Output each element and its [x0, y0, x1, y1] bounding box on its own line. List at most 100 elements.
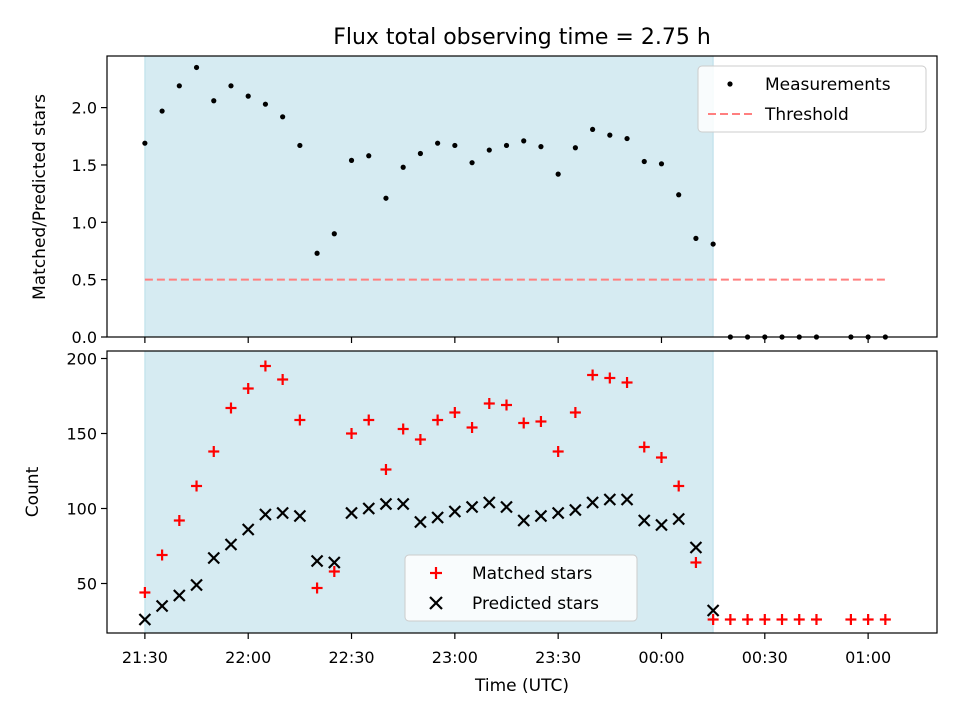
predicted-star-mark — [328, 556, 341, 569]
matched-star-point — [690, 557, 702, 568]
measurement-point — [624, 135, 630, 142]
predicted-star-mark — [689, 541, 703, 554]
bottom-axes-frame — [106, 350, 938, 634]
matched-star-point — [483, 398, 495, 409]
matched-star-point — [552, 446, 564, 457]
bottom-y-axis-label: Count — [23, 466, 43, 517]
matched-star-point — [208, 446, 220, 457]
predicted-star-mark — [672, 512, 685, 526]
predicted-star-point — [345, 506, 358, 520]
matched-star-point — [449, 407, 461, 418]
predicted-star-point — [207, 551, 221, 565]
matched-star-point — [810, 614, 822, 625]
matched-star-point — [311, 582, 323, 594]
x-tick-label: 21:30 — [122, 648, 168, 667]
predicted-star-mark — [483, 496, 496, 509]
predicted-star-point — [173, 589, 186, 602]
measurement-point — [211, 98, 217, 104]
legend-predicted-label: Predicted stars — [472, 594, 599, 614]
predicted-star-point — [534, 509, 548, 523]
predicted-star-mark — [569, 503, 582, 517]
legend-measurements-label: Measurements — [765, 75, 891, 95]
x-tick-label: 22:00 — [225, 648, 271, 667]
predicted-star-point — [551, 506, 565, 520]
predicted-star-point — [465, 500, 479, 514]
measurement-point — [314, 250, 320, 256]
predicted-star-mark — [155, 599, 169, 613]
measurement-point — [658, 161, 665, 167]
matched-star-point — [518, 417, 530, 429]
predicted-star-point — [190, 578, 203, 592]
matched-star-point — [776, 614, 788, 625]
measurement-point — [469, 160, 475, 166]
bottom-panel: 50 100 150 200 21:30 22:00 22:30 23:00 23:30 00:0… — [23, 350, 938, 696]
predicted-star-point — [706, 604, 720, 617]
predicted-star-point — [500, 500, 513, 514]
predicted-star-mark — [448, 505, 462, 518]
predicted-star-mark — [241, 523, 255, 536]
predicted-star-mark — [396, 497, 410, 511]
matched-star-point — [879, 614, 891, 625]
bottom-legend: Matched stars Predicted stars — [404, 554, 638, 622]
predicted-star-mark — [431, 511, 444, 524]
top-panel: 0.00.51.01.52.0 Matched/Predicted stars … — [30, 55, 938, 347]
matched-star-point — [363, 414, 375, 426]
predicted-star-point — [620, 493, 634, 506]
predicted-star-mark — [655, 518, 668, 532]
predicted-star-mark — [517, 514, 530, 527]
top-y-axis-label: Matched/Predicted stars — [30, 94, 50, 300]
predicted-star-point — [293, 509, 307, 523]
predicted-star-mark — [276, 506, 289, 520]
predicted-star-mark — [379, 497, 393, 511]
matched-star-point — [707, 614, 719, 625]
measurement-point — [486, 147, 492, 153]
measurement-point — [521, 138, 527, 144]
predicted-star-point — [569, 503, 582, 517]
predicted-star-point — [517, 514, 530, 527]
x-tick-label: 01:00 — [845, 648, 891, 667]
bottom-y-tick-label: 200 — [66, 350, 97, 369]
matched-star-point — [432, 414, 444, 426]
top-legend: Measurements Threshold — [697, 65, 927, 133]
measurement-point — [142, 140, 148, 146]
predicted-star-mark — [534, 509, 548, 523]
matched-star-point — [673, 480, 685, 492]
measurement-point — [503, 142, 510, 149]
predicted-star-point — [689, 541, 703, 554]
matched-star-point — [380, 464, 392, 475]
top-y-tick-label: 1.0 — [72, 213, 97, 232]
predicted-star-mark — [138, 613, 152, 626]
bottom-y-tick-label: 100 — [66, 500, 97, 519]
measurement-point — [228, 83, 234, 89]
legend-matched-label: Matched stars — [472, 564, 592, 584]
predicted-star-mark — [414, 515, 427, 529]
bottom-legend-box — [404, 554, 638, 622]
matched-star-point — [845, 614, 857, 625]
matched-star-point — [328, 566, 340, 577]
matched-star-point — [259, 360, 271, 372]
predicted-star-mark — [224, 538, 238, 551]
predicted-star-mark — [465, 500, 479, 514]
matched-star-point — [346, 428, 358, 439]
legend-matched-marker — [430, 567, 442, 579]
measurement-point — [297, 142, 303, 149]
top-y-tick-label: 2.0 — [72, 99, 97, 118]
predicted-star-point — [362, 502, 376, 515]
measurement-point — [348, 157, 355, 163]
legend-measurements-marker — [727, 81, 733, 87]
matched-star-point — [621, 377, 633, 388]
measurement-point — [676, 192, 682, 198]
matched-star-point — [191, 480, 203, 492]
matched-star-point — [397, 423, 409, 435]
matched-star-point — [535, 416, 547, 427]
predicted-star-mark — [362, 502, 376, 515]
predicted-star-point — [672, 512, 685, 526]
predicted-star-point — [310, 554, 324, 568]
predicted-star-mark — [586, 496, 599, 509]
predicted-star-mark — [190, 578, 203, 592]
measurement-point — [417, 150, 424, 157]
measurement-point — [693, 235, 699, 241]
measurement-point — [262, 101, 269, 107]
predicted-star-mark — [345, 506, 358, 520]
top-axes-frame — [106, 55, 938, 338]
